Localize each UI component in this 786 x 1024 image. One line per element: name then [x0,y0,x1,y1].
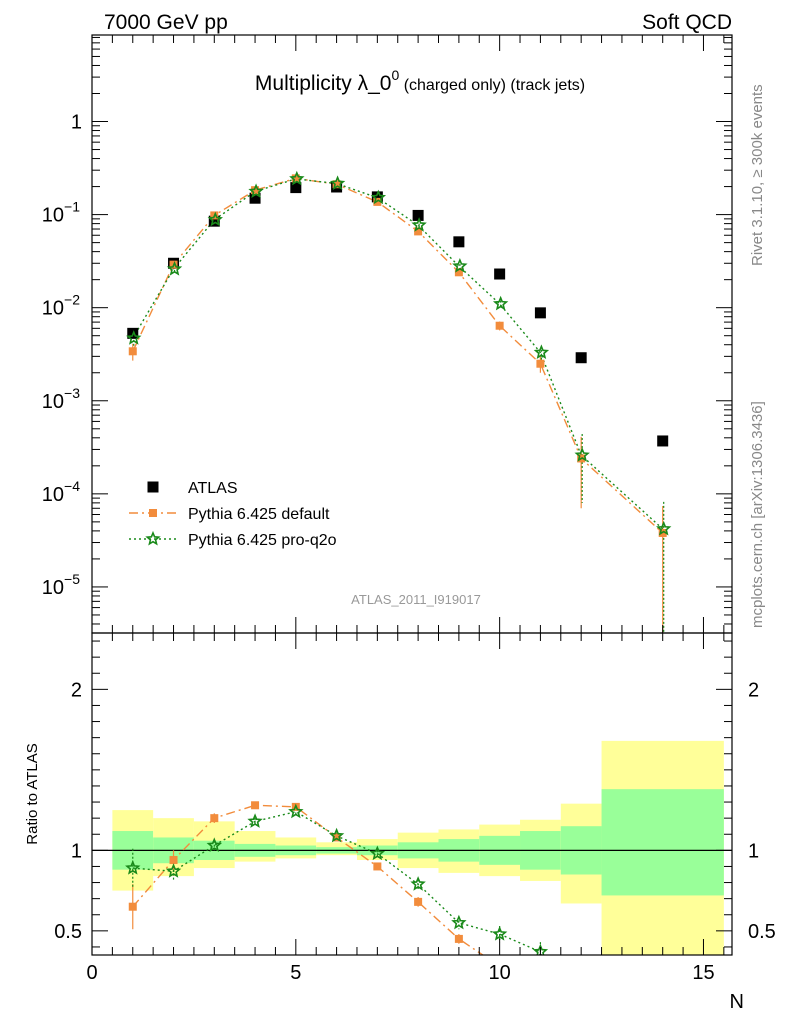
ratio-point-pythia-6-425-default [536,972,544,980]
main-y-tick-label: 10−1 [42,199,80,227]
ratio-y-tick-label: 1 [71,840,82,862]
ratio-point-pythia-6-425-default [251,801,260,810]
main-point-atlas [657,435,669,447]
main-point-pythia-6-425-default [128,347,137,356]
ratio-point-pythia-6-425-default [373,862,382,871]
main-point-pythia-6-425-default [291,174,300,183]
main-point-pythia-6-425-pro-q2o [248,183,264,199]
ratio-y-tick-label-right: 1 [748,840,759,862]
ratio-point-pythia-6-425-pro-q2o [491,925,508,941]
mcplots-label: mcplots.cern.ch [arXiv:1306.3436] [749,401,766,628]
legend-label-pythia-6-425-default: Pythia 6.425 default [188,506,330,523]
ratio-point-pythia-6-425-default [210,814,219,823]
main-point-atlas [371,191,383,203]
main-point-pythia-6-425-pro-q2o [492,295,509,311]
main-point-pythia-6-425-pro-q2o [574,447,590,462]
legend: ATLAS Pythia 6.425 default Pythia 6.425 pr… [129,480,337,549]
ratio-point-pythia-6-425-default [414,897,423,906]
main-y-tick-label: 10−2 [42,292,80,320]
ratio-point-pythia-6-425-default [169,856,178,865]
main-point-atlas [575,352,587,364]
ratio-band-inner [601,789,724,896]
ratio-y-axis-label: Ratio to ATLAS [24,743,41,844]
title-superscript: 0 [391,67,399,83]
main-point-atlas [249,192,261,204]
main-point-atlas [453,236,465,248]
x-tick-label: 15 [692,962,714,984]
header-left: 7000 GeV pp [104,11,228,34]
legend-label-pythia-6-425-pro-q2o: Pythia 6.425 pro-q2o [188,532,337,549]
main-point-atlas [208,215,220,227]
ratio-y-tick-label-right: 2 [748,679,759,701]
main-point-pythia-6-425-pro-q2o [126,330,142,345]
main-point-pythia-6-425-default [536,359,545,368]
x-tick-label: 0 [86,962,97,984]
ratio-point-pythia-6-425-pro-q2o [369,845,386,861]
ratio-point-pythia-6-425-pro-q2o [451,914,467,930]
ratio-point-pythia-6-425-pro-q2o [125,859,141,875]
main-point-pythia-6-425-pro-q2o [452,257,468,273]
ratio-point-pythia-6-425-default [454,934,463,943]
main-point-pythia-6-425-pro-q2o [533,344,550,360]
legend-marker-pythia-6-425-default [149,509,157,517]
main-point-pythia-6-425-pro-q2o [656,520,672,536]
ratio-y-tick-label-right: 0.5 [748,921,776,943]
x-tick-label: 10 [489,962,511,984]
main-y-tick-label: 10−5 [42,571,80,599]
main-point-pythia-6-425-pro-q2o [207,211,223,227]
header-right: Soft QCD [642,11,732,34]
main-point-pythia-6-425-pro-q2o [329,175,346,191]
main-point-pythia-6-425-pro-q2o [166,260,183,276]
main-y-tick-label: 1 [71,112,82,134]
main-point-pythia-6-425-default [414,227,423,236]
main-point-pythia-6-425-default [454,268,463,277]
main-point-atlas [534,307,546,319]
main-point-atlas [494,268,506,280]
ratio-frame [91,632,733,956]
main-point-pythia-6-425-pro-q2o [411,217,427,232]
main-point-atlas [290,182,302,194]
ratio-point-pythia-6-425-pro-q2o [206,837,222,853]
main-point-pythia-6-425-default [495,321,504,330]
x-tick-label: 5 [290,962,301,984]
title-main: Multiplicity λ_0 [255,72,392,95]
main-point-pythia-6-425-pro-q2o [289,170,305,186]
legend-label-atlas: ATLAS [188,480,238,497]
ratio-point-pythia-6-425-pro-q2o [410,876,426,891]
main-point-pythia-6-425-default [332,180,341,189]
ratio-point-pythia-6-425-default [332,833,341,842]
ratio-point-pythia-6-425-pro-q2o [165,863,182,878]
legend-marker-pythia-6-425-pro-q2o [145,530,161,546]
analysis-watermark: ATLAS_2011_I919017 [351,592,481,607]
main-y-tick-label: 10−3 [42,385,80,413]
ratio-y-tick-label: 2 [71,679,82,701]
main-point-atlas [412,209,424,221]
ratio-point-pythia-6-425-pro-q2o [328,827,345,843]
title-suffix: (charged only) (track jets) [399,77,585,94]
legend-marker-atlas [147,481,159,493]
ratio-y-tick-label: 0.5 [54,921,82,943]
main-point-pythia-6-425-pro-q2o [370,189,387,205]
main-point-pythia-6-425-default [251,186,260,195]
ratio-point-pythia-6-425-pro-q2o [288,803,304,819]
ratio-point-pythia-6-425-pro-q2o [247,813,263,828]
main-title: Multiplicity λ_00 (charged only) (track … [255,67,585,95]
rivet-label: Rivet 3.1.10, ≥ 300k events [749,84,766,266]
main-y-tick-label: 10−4 [42,478,80,506]
x-axis-label: N [730,991,744,1013]
ratio-point-pythia-6-425-default [128,902,137,911]
